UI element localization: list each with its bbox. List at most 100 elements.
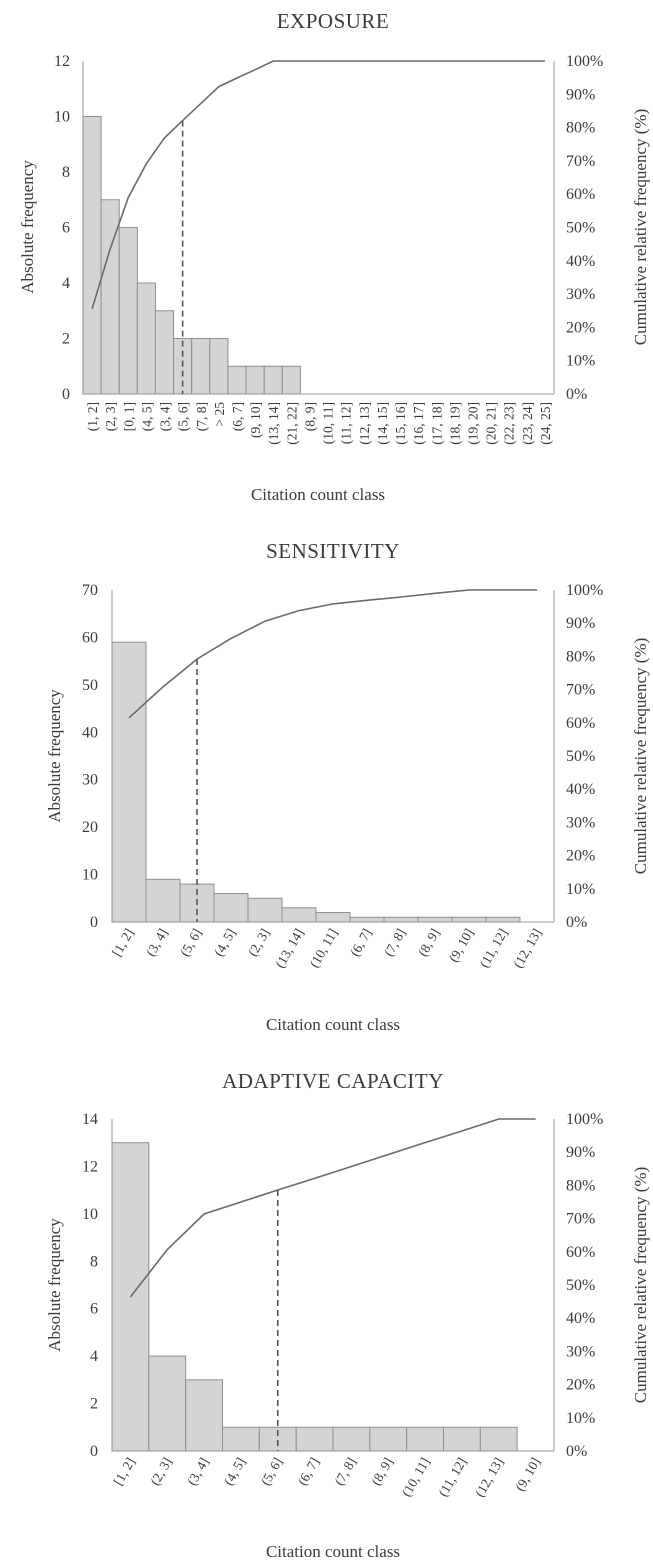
x-tick-label: (10, 11]: [321, 402, 336, 444]
x-tick-label: (2, 3]: [245, 926, 273, 959]
x-tick-label: (11, 12]: [339, 402, 354, 444]
y-tick-label: 10: [54, 109, 70, 126]
y2-tick-label: 50%: [566, 748, 595, 765]
x-tick-label: [1, 2]: [110, 1455, 138, 1488]
y2-tick-label: 70%: [566, 1211, 595, 1228]
x-tick-label: (11, 12]: [476, 926, 510, 970]
y-tick-label: 40: [82, 724, 98, 741]
x-tick-label: (6, 7]: [295, 1455, 323, 1488]
bar: [185, 1379, 224, 1452]
y2-tick-label: 60%: [566, 715, 595, 732]
bar: [263, 365, 283, 395]
bar: [213, 893, 249, 923]
chart-title: EXPOSURE: [277, 9, 390, 33]
x-tick-label: (12, 13]: [510, 926, 544, 971]
x-tick-label: (4, 5]: [211, 926, 239, 959]
x-tick-label: (12, 13]: [357, 402, 372, 445]
bar: [148, 1355, 187, 1452]
y2-tick-label: 30%: [566, 814, 595, 831]
x-tick-label: (8, 9]: [368, 1455, 396, 1488]
bar: [191, 338, 211, 395]
y2-axis-label: Cumulative relative frequency (%): [631, 1167, 650, 1403]
bar: [417, 916, 453, 923]
x-tick-label: (6, 7]: [230, 402, 245, 431]
bar: [227, 365, 247, 395]
x-tick-label: (10, 11]: [399, 1455, 433, 1499]
y-tick-label: 0: [62, 386, 70, 403]
bar: [479, 1426, 518, 1452]
bar: [136, 282, 156, 395]
bar: [118, 227, 138, 395]
y2-tick-label: 40%: [566, 253, 595, 270]
y-tick-label: 70: [82, 582, 98, 599]
bar: [485, 916, 521, 923]
x-tick-label: (3, 4]: [158, 402, 173, 431]
y-tick-label: 10: [82, 1206, 98, 1223]
y2-axis-label: Cumulative relative frequency (%): [631, 638, 650, 874]
y-tick-label: 8: [90, 1253, 98, 1270]
x-tick-label: (8, 9]: [302, 402, 317, 431]
y-tick-label: 6: [90, 1301, 98, 1318]
plot-area: 0 10 20 30 40 50 60 70 0% 10% 20% 30% 40% 50% 60% 70% 80…: [82, 582, 603, 971]
bar: [281, 365, 301, 395]
x-tick-label: (22, 23]: [502, 402, 517, 445]
y2-tick-label: 10%: [566, 353, 595, 370]
y-axis-label: Absolute frequency: [18, 160, 37, 294]
y-tick-label: 8: [62, 164, 70, 181]
bar: [111, 641, 147, 923]
x-tick-label: (17, 18]: [429, 402, 444, 445]
bar: [222, 1426, 260, 1452]
x-tick-label: (13, 14]: [266, 402, 281, 445]
y-axis-label: Absolute frequency: [45, 689, 64, 823]
x-tick-label: (1, 2]: [85, 402, 100, 431]
x-tick-label: (24, 25]: [538, 402, 553, 445]
bar: [383, 916, 419, 923]
cumulative-line: [129, 1118, 536, 1298]
bar: [154, 310, 175, 395]
y-tick-label: 12: [82, 1158, 98, 1175]
y-tick-label: 20: [82, 819, 98, 836]
x-tick-label: (23, 24]: [520, 402, 535, 445]
bar: [406, 1426, 444, 1452]
x-tick-label: (16, 17]: [411, 402, 426, 445]
x-tick-label: (11, 12]: [435, 1455, 469, 1499]
x-axis-label: Citation count class: [266, 1015, 400, 1034]
y-tick-label: 14: [82, 1111, 98, 1128]
y2-tick-label: 40%: [566, 1310, 595, 1327]
bar: [295, 1426, 334, 1452]
y-tick-label: 6: [62, 220, 70, 237]
bar: [281, 907, 317, 923]
cumulative-line: [128, 589, 537, 719]
y-axis-label: Absolute frequency: [45, 1218, 64, 1352]
x-tick-label: (5, 6]: [177, 926, 205, 959]
y-tick-label: 30: [82, 772, 98, 789]
bar: [145, 878, 181, 923]
x-tick-label: (8, 9]: [415, 926, 443, 959]
x-tick-label: (5, 6]: [258, 1455, 286, 1488]
chart-adaptive-capacity: ADAPTIVE CAPACITY Absolute frequency Cum…: [45, 1069, 650, 1561]
y2-tick-label: 0%: [566, 1443, 587, 1460]
x-tick-label: (18, 19]: [447, 402, 462, 445]
y2-tick-label: 10%: [566, 881, 595, 898]
y2-tick-label: 50%: [566, 220, 595, 237]
x-tick-label: (10, 11]: [306, 926, 340, 970]
x-tick-label: (3, 4]: [184, 1455, 212, 1488]
y-tick-label: 10: [82, 867, 98, 884]
y-tick-label: 12: [54, 53, 70, 70]
y2-tick-label: 20%: [566, 319, 595, 336]
y2-tick-label: 50%: [566, 1277, 595, 1294]
bar: [245, 365, 265, 395]
y-tick-label: 2: [62, 331, 70, 348]
y-tick-label: 2: [90, 1396, 98, 1413]
y-tick-label: 50: [82, 677, 98, 694]
bar: [349, 916, 385, 923]
y2-tick-label: 20%: [566, 1377, 595, 1394]
y2-tick-label: 90%: [566, 86, 595, 103]
y2-tick-label: 0%: [566, 386, 587, 403]
x-tick-label: (7, 8]: [194, 402, 209, 431]
bar: [247, 897, 283, 923]
y2-tick-label: 90%: [566, 615, 595, 632]
x-tick-label: (9, 10]: [446, 926, 477, 965]
y2-tick-label: 90%: [566, 1144, 595, 1161]
x-tick-label: (4, 5]: [221, 1455, 249, 1488]
